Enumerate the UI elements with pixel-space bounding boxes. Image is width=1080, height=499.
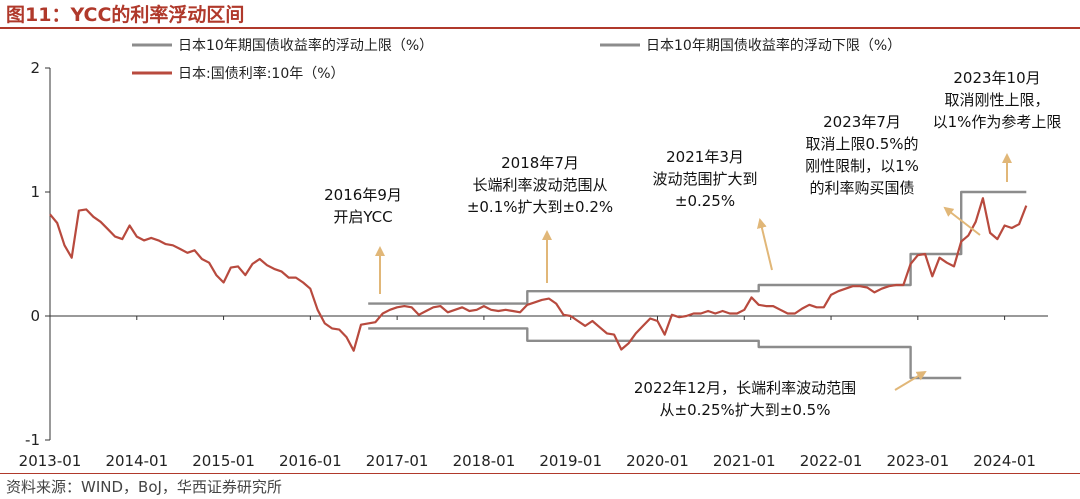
x-tick-label: 2014-01 <box>105 452 168 470</box>
annotation-text: 的利率购买国债 <box>809 179 914 197</box>
annotation-text: 长端利率波动范围从 <box>472 176 607 194</box>
x-tick-label: 2017-01 <box>366 452 429 470</box>
figure-title: 图11：YCC的利率浮动区间 <box>6 4 245 26</box>
y-tick-label: 0 <box>30 307 40 325</box>
x-tick-label: 2016-01 <box>279 452 342 470</box>
x-tick-label: 2019-01 <box>539 452 602 470</box>
x-tick-label: 2023-01 <box>886 452 949 470</box>
annotation-text: 2023年7月 <box>823 113 901 131</box>
annotation-text: ±0.1%扩大到±0.2% <box>467 198 613 216</box>
y-tick-label: 1 <box>30 183 40 201</box>
annotation-text: 取消刚性上限， <box>944 91 1049 109</box>
y-tick-label: 2 <box>30 59 40 77</box>
x-tick-label: 2015-01 <box>192 452 255 470</box>
bottom-rule <box>0 473 1080 474</box>
title-rule <box>0 27 1080 29</box>
legend-label: 日本10年期国债收益率的浮动下限（%） <box>646 37 901 54</box>
jgb-10y-yield-line <box>49 197 1028 352</box>
annotation-arrow <box>757 218 773 271</box>
annotation-text: 2018年7月 <box>501 154 579 172</box>
upper-band-line <box>368 190 1027 305</box>
lower-band-line <box>368 327 962 380</box>
annotation-arrow <box>943 206 981 236</box>
annotation-text: 从±0.25%扩大到±0.5% <box>660 401 831 419</box>
annotation-text: 2016年9月 <box>324 186 402 204</box>
axes: 2 1 0 -1 2013-01 2014-01 2015-01 2016-01 2017-01… <box>19 59 1048 470</box>
chart: 2 1 0 -1 2013-01 2014-01 2015-01 2016-01 2017-01… <box>19 37 1062 470</box>
annotation-text: 2022年12月，长端利率波动范围 <box>634 379 856 397</box>
x-tick-label: 2021-01 <box>713 452 776 470</box>
x-tick-label: 2020-01 <box>626 452 689 470</box>
x-tick-label: 2018-01 <box>453 452 516 470</box>
annotation-text: 刚性限制，以1% <box>805 157 919 175</box>
x-tick-label: 2024-01 <box>973 452 1036 470</box>
annotation-text: ±0.25% <box>675 192 735 210</box>
series-lines <box>49 190 1028 380</box>
annotation-text: 2021年3月 <box>666 148 744 166</box>
x-tick-label: 2022-01 <box>800 452 863 470</box>
x-tick-label: 2013-01 <box>19 452 82 470</box>
annotation-text: 开启YCC <box>333 208 392 226</box>
annotation-text: 2023年10月 <box>953 69 1040 87</box>
annotation-text: 以1%作为参考上限 <box>933 113 1062 131</box>
annotation-text: 取消上限0.5%的 <box>805 135 918 153</box>
legend: 日本10年期国债收益率的浮动上限（%） 日本10年期国债收益率的浮动下限（%） 日本… <box>132 37 901 82</box>
y-tick-label: -1 <box>25 431 40 449</box>
source-note: 资料来源：WIND，BoJ，华西证券研究所 <box>6 478 282 496</box>
annotation-text: 波动范围扩大到 <box>652 170 757 188</box>
legend-label: 日本:国债利率:10年（%） <box>178 65 345 82</box>
annotation-arrow <box>894 370 927 391</box>
legend-label: 日本10年期国债收益率的浮动上限（%） <box>178 37 433 54</box>
